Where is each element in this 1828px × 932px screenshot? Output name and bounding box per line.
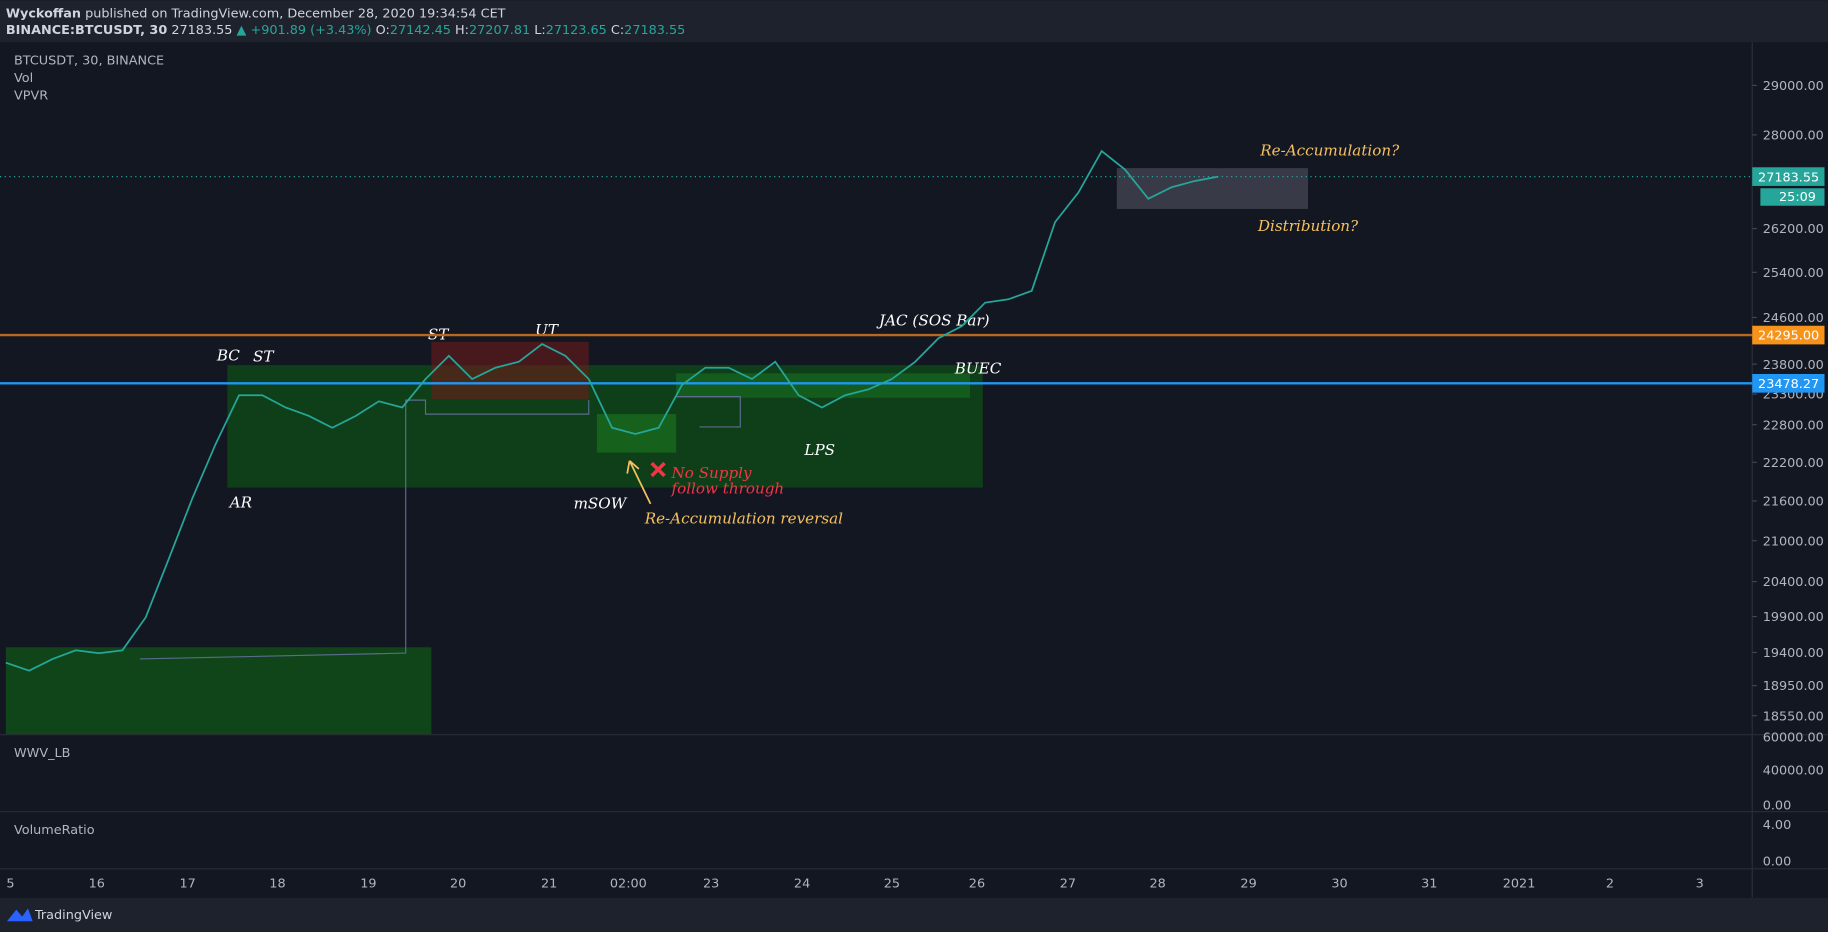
price-label: 23800.00 bbox=[1763, 358, 1824, 373]
legend: BTCUSDT, 30, BINANCE Vol VPVR bbox=[14, 53, 164, 103]
time-label: 29 bbox=[1240, 876, 1256, 891]
annotation: AR bbox=[228, 493, 252, 511]
annotation: ST bbox=[253, 348, 275, 366]
price-label: 22800.00 bbox=[1763, 418, 1824, 433]
price-label: 29000.00 bbox=[1763, 79, 1824, 94]
legend-item: Vol bbox=[14, 71, 33, 86]
price-tag bbox=[1752, 373, 1825, 393]
h-key: H: bbox=[455, 23, 469, 38]
pane-title: WWV_LB bbox=[14, 746, 70, 761]
pane-axis-label: 0.00 bbox=[1763, 854, 1792, 869]
time-label: 2 bbox=[1606, 876, 1614, 891]
annotation: LPS bbox=[803, 441, 835, 459]
arrow bbox=[626, 460, 652, 505]
countdown-tag bbox=[1760, 188, 1825, 206]
author: Wyckoffan bbox=[6, 7, 81, 22]
dynamic-layer: 29000.0028000.0026200.0025400.0024600.00… bbox=[0, 79, 1825, 891]
price-tag-label: 27183.55 bbox=[1758, 170, 1819, 185]
header-bar bbox=[0, 0, 1828, 43]
price-tag-label: 23478.27 bbox=[1758, 377, 1819, 392]
price-label: 28000.00 bbox=[1763, 129, 1824, 144]
time-label: 5 bbox=[6, 876, 14, 891]
zone-lps bbox=[676, 373, 970, 398]
c-val: 27183.55 bbox=[624, 23, 685, 38]
price-label: 19400.00 bbox=[1763, 646, 1824, 661]
time-label: 25 bbox=[884, 876, 900, 891]
legend-item: BTCUSDT, 30, BINANCE bbox=[14, 53, 164, 68]
annotation: Re-Accumulation reversal bbox=[644, 510, 843, 528]
time-label: 28 bbox=[1149, 876, 1165, 891]
annotation: BUEC bbox=[954, 359, 1002, 377]
time-label: 24 bbox=[794, 876, 810, 891]
price-label: 24600.00 bbox=[1763, 311, 1824, 326]
time-label: 02:00 bbox=[610, 876, 647, 891]
price-label: 22200.00 bbox=[1763, 456, 1824, 471]
time-label: 30 bbox=[1331, 876, 1347, 891]
zone-base bbox=[5, 647, 432, 735]
price-tag-label: 24295.00 bbox=[1758, 329, 1819, 344]
annotation: JAC (SOS Bar) bbox=[876, 312, 990, 330]
pane-axis-label: 40000.00 bbox=[1763, 763, 1824, 778]
l-key: L: bbox=[534, 23, 545, 38]
time-label: 3 bbox=[1696, 876, 1704, 891]
time-label: 21 bbox=[541, 876, 557, 891]
price-label: 25400.00 bbox=[1763, 266, 1824, 281]
time-label: 16 bbox=[89, 876, 105, 891]
time-label: 2021 bbox=[1503, 876, 1536, 891]
cross-icon bbox=[650, 461, 666, 478]
legend-item: VPVR bbox=[14, 88, 48, 103]
annotation: follow through bbox=[671, 479, 785, 497]
symbol: BINANCE:BTCUSDT, 30 bbox=[6, 23, 168, 38]
price-tag bbox=[1752, 167, 1825, 186]
time-label: 31 bbox=[1421, 876, 1437, 891]
price-label: 21000.00 bbox=[1763, 534, 1824, 549]
price-label: 21600.00 bbox=[1763, 495, 1824, 510]
price-label: 18950.00 bbox=[1763, 679, 1824, 694]
published: published on TradingView.com, December 2… bbox=[85, 7, 506, 22]
pane-axis-label: 60000.00 bbox=[1763, 731, 1824, 746]
time-label: 18 bbox=[269, 876, 285, 891]
o-val: 27142.45 bbox=[390, 23, 451, 38]
brand[interactable]: TradingView bbox=[34, 908, 112, 923]
zone-top bbox=[1116, 168, 1309, 209]
pane-axis-label: 4.00 bbox=[1763, 818, 1792, 833]
price-label: 19900.00 bbox=[1763, 610, 1824, 625]
price-label: 26200.00 bbox=[1763, 222, 1824, 237]
time-label: 27 bbox=[1060, 876, 1076, 891]
change: ▲ +901.89 (+3.43%) bbox=[237, 23, 372, 38]
c-key: C: bbox=[611, 23, 624, 38]
l-val: 27123.65 bbox=[546, 23, 607, 38]
footer-bar bbox=[0, 897, 1828, 932]
pane-title: VolumeRatio bbox=[14, 823, 95, 838]
time-label: 20 bbox=[450, 876, 466, 891]
header-line: Wyckoffan published on TradingView.com, … bbox=[6, 7, 506, 22]
time-label: 17 bbox=[180, 876, 196, 891]
o-key: O: bbox=[376, 23, 390, 38]
annotation: No Supply bbox=[671, 464, 753, 482]
countdown: 25:09 bbox=[1779, 190, 1816, 205]
price-label: 20400.00 bbox=[1763, 575, 1824, 590]
price-label: 18550.00 bbox=[1763, 709, 1824, 724]
zone-ut bbox=[431, 341, 589, 399]
annotation: Distribution? bbox=[1257, 217, 1359, 235]
annotation: Re-Accumulation? bbox=[1259, 141, 1400, 159]
time-label: 19 bbox=[360, 876, 376, 891]
brand-logo bbox=[6, 908, 33, 922]
time-label: 26 bbox=[969, 876, 985, 891]
time-label: 23 bbox=[703, 876, 719, 891]
price-line bbox=[5, 149, 1219, 672]
price-tag bbox=[1752, 325, 1825, 345]
last: 27183.55 bbox=[171, 23, 232, 38]
pane-axis-label: 0.00 bbox=[1763, 798, 1792, 813]
outline bbox=[139, 396, 741, 660]
h-val: 27207.81 bbox=[469, 23, 530, 38]
annotation: BC bbox=[216, 346, 240, 364]
symbol-line: BINANCE:BTCUSDT, 30 27183.55 ▲ +901.89 (… bbox=[6, 23, 685, 38]
annotations: BC ST AR ST UT mSOW No Supply follow thr… bbox=[216, 141, 1400, 527]
annotation: mSOW bbox=[574, 495, 628, 513]
